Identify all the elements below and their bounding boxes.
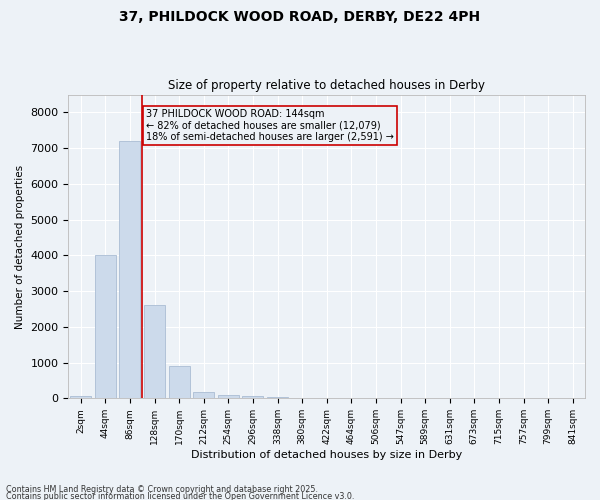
Bar [218,395,239,398]
Bar [70,396,91,398]
Bar [169,366,190,398]
Y-axis label: Number of detached properties: Number of detached properties [15,164,25,328]
X-axis label: Distribution of detached houses by size in Derby: Distribution of detached houses by size … [191,450,463,460]
Bar [119,141,140,399]
Title: Size of property relative to detached houses in Derby: Size of property relative to detached ho… [168,79,485,92]
Text: Contains public sector information licensed under the Open Government Licence v3: Contains public sector information licen… [6,492,355,500]
Bar [242,396,263,398]
Bar [95,256,116,398]
Text: Contains HM Land Registry data © Crown copyright and database right 2025.: Contains HM Land Registry data © Crown c… [6,486,318,494]
Bar [193,392,214,398]
Text: 37, PHILDOCK WOOD ROAD, DERBY, DE22 4PH: 37, PHILDOCK WOOD ROAD, DERBY, DE22 4PH [119,10,481,24]
Bar [144,306,165,398]
Text: 37 PHILDOCK WOOD ROAD: 144sqm
← 82% of detached houses are smaller (12,079)
18% : 37 PHILDOCK WOOD ROAD: 144sqm ← 82% of d… [146,109,394,142]
